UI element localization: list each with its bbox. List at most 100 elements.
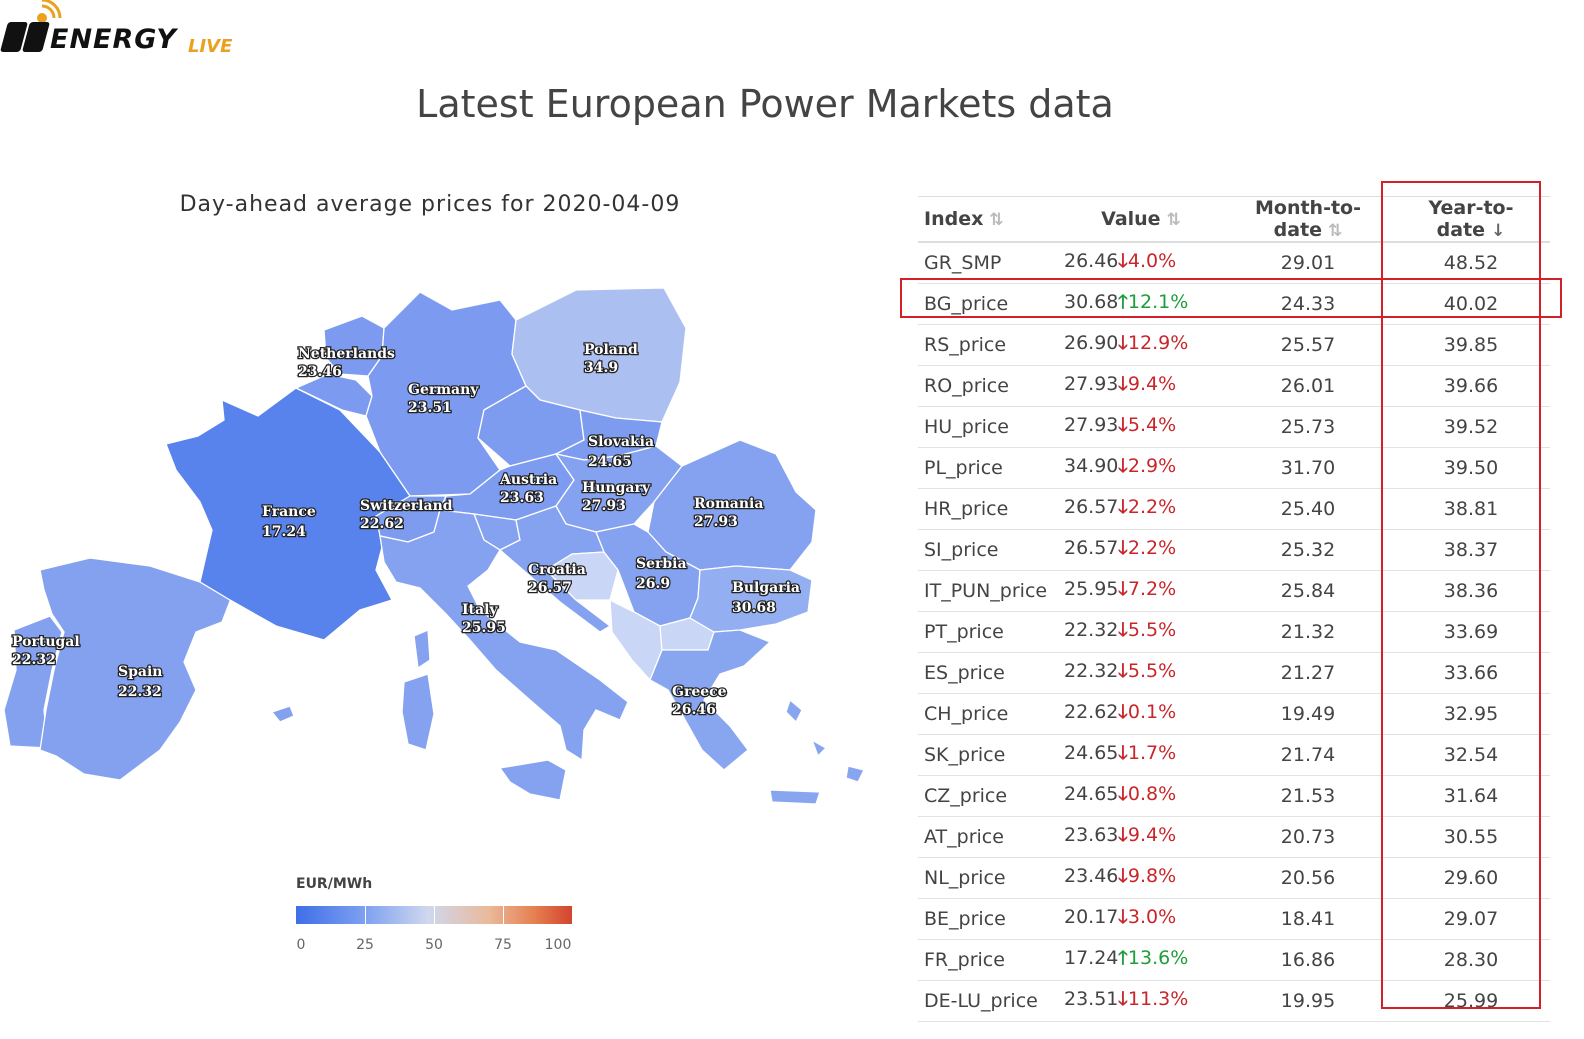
table-row[interactable]: PT_price 22.32🡓5.5% 21.32 33.69: [918, 611, 1550, 653]
cell-index: RS_price: [918, 324, 1058, 366]
table-row[interactable]: GR_SMP 26.46🡓4.0% 29.01 48.52: [918, 242, 1550, 284]
value-change: 🡓2.2%: [1118, 537, 1176, 559]
table-row[interactable]: RO_price 27.93🡓9.4% 26.01 39.66: [918, 365, 1550, 407]
cell-month-to-date: 18.41: [1224, 898, 1392, 940]
label-greece-value: 26.46: [672, 702, 716, 718]
cell-month-to-date: 31.70: [1224, 447, 1392, 489]
table-row[interactable]: CZ_price 24.65🡓0.8% 21.53 31.64: [918, 775, 1550, 817]
country-hungary[interactable]: [554, 445, 683, 533]
country-balearic[interactable]: [270, 705, 295, 723]
cell-value: 20.17🡓3.0%: [1058, 898, 1224, 940]
change-percent: 9.4%: [1127, 373, 1177, 395]
label-france-name: France: [262, 504, 316, 520]
cell-month-to-date: 29.01: [1224, 242, 1392, 284]
table-row[interactable]: NL_price 23.46🡓9.8% 20.56 29.60: [918, 857, 1550, 899]
arrow-down-icon: 🡓: [1118, 906, 1128, 928]
sort-icon[interactable]: ⇅: [1166, 210, 1181, 230]
cell-index: CH_price: [918, 693, 1058, 735]
label-croatia-value: 26.57: [528, 580, 572, 596]
country-sicily[interactable]: [498, 759, 567, 801]
arrow-down-icon: 🡓: [1118, 824, 1128, 846]
table-row[interactable]: SK_price 24.65🡓1.7% 21.74 32.54: [918, 734, 1550, 776]
cell-year-to-date: 29.07: [1392, 898, 1550, 940]
europe-price-map: Netherlands 23.46 Germany 23.51 Poland 3…: [0, 270, 880, 860]
table-row[interactable]: DE-LU_price 23.51🡓11.3% 19.95 25.99: [918, 980, 1550, 1022]
country-germany[interactable]: [365, 291, 527, 497]
country-france[interactable]: [165, 387, 411, 641]
country-greece[interactable]: [649, 629, 772, 771]
table-row[interactable]: CH_price 22.62🡓0.1% 19.49 32.95: [918, 693, 1550, 735]
cell-year-to-date: 32.54: [1392, 734, 1550, 776]
cell-index: GR_SMP: [918, 242, 1058, 284]
table-row[interactable]: BE_price 20.17🡓3.0% 18.41 29.07: [918, 898, 1550, 940]
cell-value: 30.68🡑12.1%: [1058, 283, 1224, 325]
value-number: 27.93: [1064, 373, 1119, 395]
cell-month-to-date: 24.33: [1224, 283, 1392, 325]
label-italy-value: 25.95: [462, 620, 506, 636]
cell-year-to-date: 40.02: [1392, 283, 1550, 325]
cell-year-to-date: 31.64: [1392, 775, 1550, 817]
cell-index: HU_price: [918, 406, 1058, 448]
country-italy[interactable]: [379, 509, 629, 762]
value-number: 26.57: [1064, 537, 1119, 559]
change-percent: 11.3%: [1127, 988, 1189, 1010]
cell-index: BG_price: [918, 283, 1058, 325]
table-row[interactable]: HU_price 27.93🡓5.4% 25.73 39.52: [918, 406, 1550, 448]
table-row[interactable]: HR_price 26.57🡓2.2% 25.40 38.81: [918, 488, 1550, 530]
label-spain-value: 22.32: [118, 684, 162, 700]
table-row[interactable]: AT_price 23.63🡓9.4% 20.73 30.55: [918, 816, 1550, 858]
header-value[interactable]: Value ⇅: [1058, 196, 1224, 243]
change-percent: 4.0%: [1127, 250, 1177, 272]
header-index[interactable]: Index ⇅: [918, 196, 1058, 243]
change-percent: 0.1%: [1127, 701, 1177, 723]
cell-month-to-date: 21.53: [1224, 775, 1392, 817]
header-month-to-date[interactable]: Month-to-date ⇅: [1224, 196, 1392, 243]
change-percent: 5.5%: [1127, 660, 1177, 682]
cell-value: 23.46🡓9.8%: [1058, 857, 1224, 899]
legend-tick-mark: [434, 906, 435, 924]
cell-index: ES_price: [918, 652, 1058, 694]
table-row[interactable]: IT_PUN_price 25.95🡓7.2% 25.84 38.36: [918, 570, 1550, 612]
value-change: 🡑12.1%: [1118, 291, 1188, 313]
logo-word: ENERGY: [50, 24, 177, 55]
value-change: 🡓0.1%: [1118, 701, 1176, 723]
highlight-bg-price-row: [900, 278, 1562, 318]
arrow-up-icon: 🡑: [1118, 291, 1128, 313]
change-percent: 9.4%: [1127, 824, 1177, 846]
sort-icon[interactable]: ⇅: [1328, 221, 1343, 241]
cell-index: NL_price: [918, 857, 1058, 899]
table-row[interactable]: RS_price 26.90🡓12.9% 25.57 39.85: [918, 324, 1550, 366]
change-percent: 5.4%: [1127, 414, 1177, 436]
change-percent: 0.8%: [1127, 783, 1177, 805]
header-year-to-date[interactable]: Year-to-date ↓: [1392, 196, 1550, 243]
country-bulgaria[interactable]: [689, 565, 813, 633]
country-sardinia[interactable]: [401, 673, 435, 751]
table-row[interactable]: BG_price 30.68🡑12.1% 24.33 40.02: [918, 283, 1550, 325]
label-switzerland-value: 22.62: [360, 516, 404, 532]
value-number: 24.65: [1064, 742, 1119, 764]
table-row[interactable]: PL_price 34.90🡓2.9% 31.70 39.50: [918, 447, 1550, 489]
sort-desc-icon[interactable]: ↓: [1491, 221, 1506, 241]
country-corsica[interactable]: [413, 629, 431, 670]
label-austria-name: Austria: [499, 472, 557, 488]
table-row[interactable]: ES_price 22.32🡓5.5% 21.27 33.66: [918, 652, 1550, 694]
label-slovakia-value: 24.65: [588, 454, 632, 470]
label-hungary-name: Hungary: [582, 480, 651, 496]
cell-index: CZ_price: [918, 775, 1058, 817]
arrow-down-icon: 🡓: [1118, 250, 1128, 272]
value-change: 🡓2.2%: [1118, 496, 1176, 518]
cell-year-to-date: 33.69: [1392, 611, 1550, 653]
cell-year-to-date: 39.66: [1392, 365, 1550, 407]
value-number: 20.17: [1064, 906, 1119, 928]
cell-index: BE_price: [918, 898, 1058, 940]
country-greece-islands[interactable]: [769, 698, 865, 805]
cell-month-to-date: 25.84: [1224, 570, 1392, 612]
sort-icon[interactable]: ⇅: [989, 210, 1004, 230]
label-hungary-value: 27.93: [582, 498, 626, 514]
label-portugal-name: Portugal: [12, 634, 80, 650]
cell-year-to-date: 30.55: [1392, 816, 1550, 858]
table-row[interactable]: SI_price 26.57🡓2.2% 25.32 38.37: [918, 529, 1550, 571]
arrow-down-icon: 🡓: [1118, 373, 1128, 395]
table-row[interactable]: FR_price 17.24🡑13.6% 16.86 28.30: [918, 939, 1550, 981]
arrow-down-icon: 🡓: [1118, 783, 1128, 805]
